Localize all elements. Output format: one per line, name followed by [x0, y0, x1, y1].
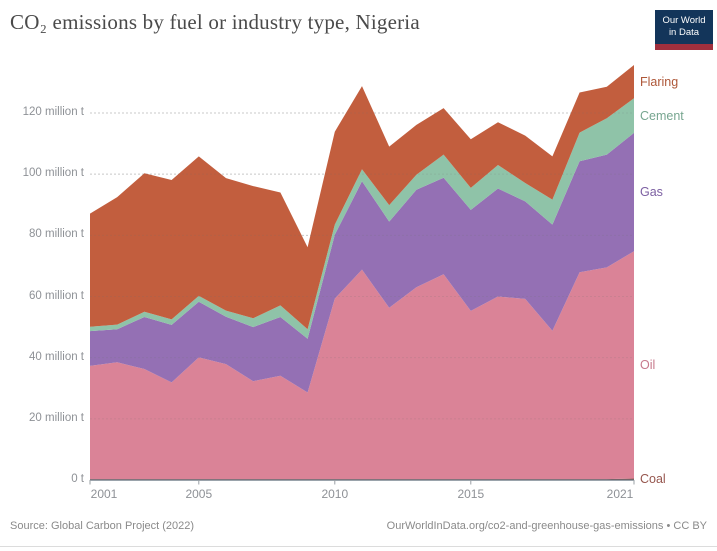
- x-tick-label: 2021: [606, 487, 634, 501]
- y-tick-label: 120 million t: [22, 106, 84, 118]
- owid-logo[interactable]: Our World in Data: [655, 10, 713, 50]
- x-tick-label: 2015: [457, 487, 485, 501]
- y-tick-label: 100 million t: [22, 167, 84, 180]
- legend-label-flaring[interactable]: Flaring: [640, 74, 679, 89]
- legend-label-oil[interactable]: Oil: [640, 357, 656, 372]
- legend-label-cement[interactable]: Cement: [640, 108, 684, 123]
- y-tick-label: 40 million t: [29, 350, 84, 363]
- y-tick-label: 0 t: [71, 473, 84, 485]
- license-link[interactable]: OurWorldInData.org/co2-and-greenhouse-ga…: [386, 520, 707, 532]
- x-tick-label: 2005: [185, 487, 213, 501]
- y-tick-label: 60 million t: [29, 289, 84, 302]
- owid-logo-line1: Our World: [662, 15, 706, 27]
- area-cement: [90, 98, 634, 339]
- area-flaring: [90, 65, 634, 330]
- legend-label-coal[interactable]: Coal: [640, 472, 666, 487]
- owid-logo-line2: in Data: [668, 27, 700, 38]
- x-tick-label: 2001: [90, 487, 118, 501]
- area-gas: [90, 132, 634, 393]
- area-oil: [90, 251, 634, 480]
- chart-title: CO₂ emissions by fuel or industry type, …: [10, 10, 420, 34]
- legend-label-gas[interactable]: Gas: [640, 185, 663, 200]
- x-tick-label: 2010: [321, 487, 349, 501]
- y-tick-label: 20 million t: [29, 411, 84, 424]
- bottom-divider: [0, 546, 717, 547]
- y-tick-label: 80 million t: [29, 228, 84, 241]
- source-note: Source: Global Carbon Project (2022): [10, 520, 195, 532]
